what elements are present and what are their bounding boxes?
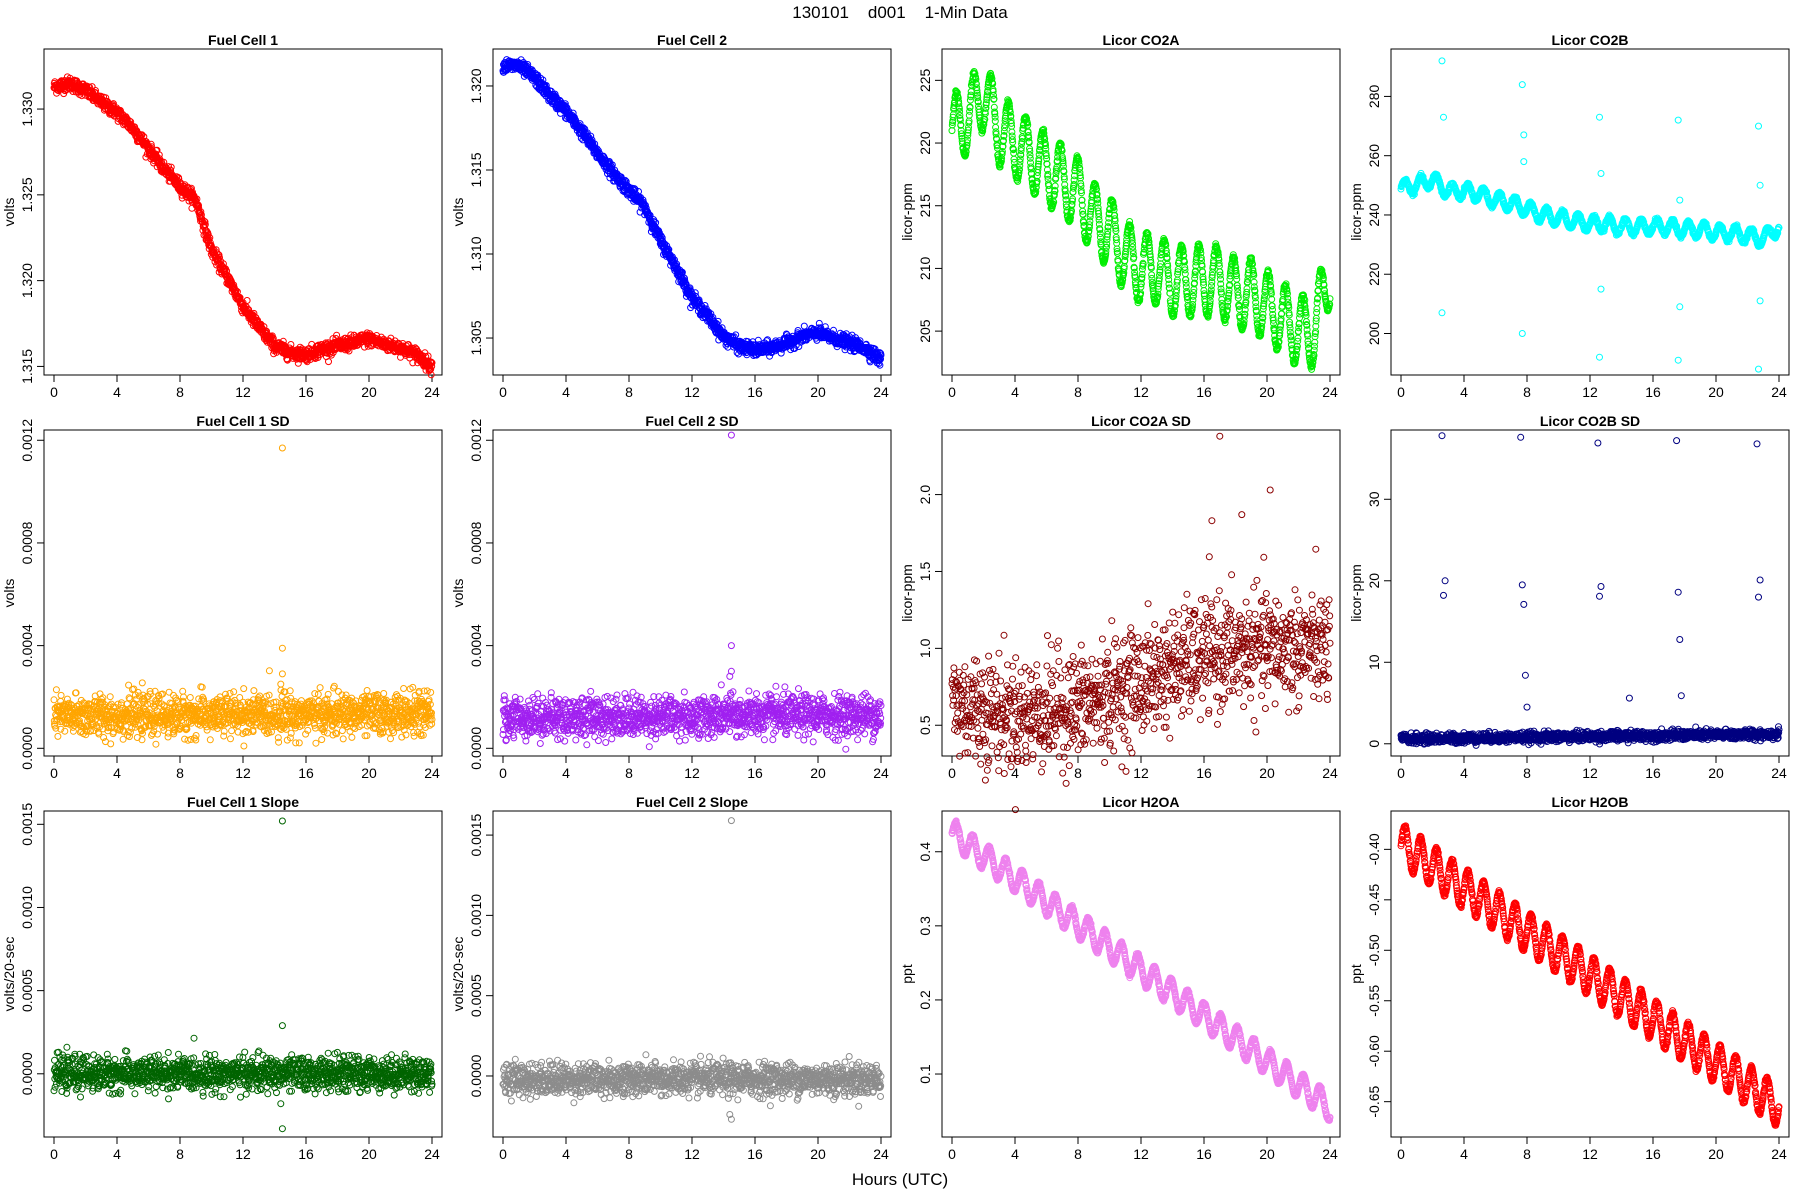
y-tick-label: 215 (917, 194, 933, 218)
data-point (215, 251, 223, 259)
x-tick-label: 20 (1259, 384, 1275, 400)
data-point (223, 267, 231, 275)
data-point (325, 358, 332, 366)
data-point (800, 322, 808, 330)
x-tick-label: 16 (1196, 384, 1212, 400)
y-tick-label: 260 (1366, 144, 1382, 168)
y-tick-label: 200 (1366, 322, 1382, 346)
data-point (948, 127, 956, 135)
x-tick-label: 4 (562, 384, 570, 400)
panel-title: Fuel Cell 2 (657, 32, 727, 48)
data-points (50, 73, 436, 379)
data-point (1181, 270, 1189, 278)
panel-0: Fuel Cell 1 volts 0 4 8 12 16 20 24 1.315 1.320 1.3… (1, 32, 443, 400)
x-tick-label: 0 (1397, 384, 1405, 400)
x-tick-label: 16 (747, 384, 763, 400)
data-point (155, 151, 163, 159)
y-tick-label: 210 (917, 257, 933, 281)
x-tick-label: 12 (1582, 384, 1598, 400)
x-tick-label: 8 (625, 384, 633, 400)
x-tick-label: 8 (1074, 384, 1082, 400)
y-axis-label: licor-ppm (1348, 183, 1364, 241)
x-tick-label: 24 (1322, 384, 1338, 400)
x-tick-label: 0 (50, 384, 58, 400)
y-tick-label: 1.310 (468, 236, 484, 271)
y-tick-label: 1.325 (19, 177, 35, 212)
y-tick-label: 220 (1366, 262, 1382, 286)
x-tick-label: 12 (684, 384, 700, 400)
x-tick-label: 4 (1460, 384, 1468, 400)
x-tick-label: 8 (176, 384, 184, 400)
x-tick-label: 4 (113, 384, 121, 400)
y-tick-label: 1.320 (19, 263, 35, 298)
y-tick-label: 1.305 (468, 320, 484, 355)
y-tick-label: 205 (917, 319, 933, 343)
x-tick-label: 24 (424, 384, 440, 400)
y-axis-label: volts (1, 198, 17, 227)
x-tick-label: 20 (1708, 384, 1724, 400)
data-point (243, 297, 251, 304)
data-points (499, 56, 885, 369)
y-tick-label: 220 (917, 131, 933, 155)
data-point (167, 166, 175, 174)
data-point (1311, 338, 1319, 346)
panel-title: Licor CO2A (1102, 32, 1179, 48)
data-point (197, 211, 205, 219)
x-tick-label: 12 (1133, 384, 1149, 400)
y-axis-label: volts (450, 198, 466, 227)
y-axis-label: licor-ppm (899, 183, 915, 241)
data-point (245, 306, 253, 314)
plot-frame (1390, 48, 1790, 376)
y-tick-label: 1.320 (468, 68, 484, 103)
page-title: 130101 d001 1-Min Data (792, 3, 1008, 22)
y-tick-label: 240 (1366, 203, 1382, 227)
data-point (167, 163, 175, 171)
y-tick-label: 1.315 (468, 152, 484, 187)
x-tick-label: 20 (810, 384, 826, 400)
x-tick-label: 0 (499, 384, 507, 400)
data-point (1313, 305, 1321, 313)
panel-title: Fuel Cell 1 (208, 32, 278, 48)
x-tick-label: 0 (948, 384, 956, 400)
x-tick-label: 24 (1771, 384, 1787, 400)
data-points (1397, 57, 1783, 373)
data-point (1243, 285, 1251, 293)
y-tick-label: 280 (1366, 85, 1382, 109)
y-tick-label: 1.315 (19, 349, 35, 384)
data-point (991, 117, 999, 125)
data-point (203, 234, 211, 241)
x-tick-label: 4 (1011, 384, 1019, 400)
data-point (201, 218, 209, 226)
data-point (195, 201, 202, 209)
data-point (1113, 239, 1121, 247)
y-tick-label: 1.330 (19, 91, 35, 126)
data-point (165, 163, 172, 171)
plot-frame (941, 48, 1341, 376)
x-tick-label: 16 (298, 384, 314, 400)
data-point (197, 208, 205, 216)
panel-title: Licor CO2B (1551, 32, 1628, 48)
x-tick-label: 20 (361, 384, 377, 400)
panel-2: Licor CO2A licor-ppm 0 4 8 12 16 20 24 205 210 215 2… (899, 32, 1341, 400)
data-point (114, 117, 122, 125)
data-point (203, 227, 211, 235)
data-point (206, 234, 214, 242)
panel-3: Licor CO2B licor-ppm 0 4 8 12 16 20 24 200 220 240 2… (1348, 32, 1790, 400)
data-points (948, 68, 1334, 373)
panel-1: Fuel Cell 2 volts 0 4 8 12 16 20 24 1.305 1.310 1.3… (450, 32, 892, 400)
x-tick-label: 12 (235, 384, 251, 400)
x-tick-label: 24 (873, 384, 889, 400)
x-tick-label: 16 (1645, 384, 1661, 400)
y-tick-label: 225 (917, 68, 933, 92)
x-tick-label: 8 (1523, 384, 1531, 400)
